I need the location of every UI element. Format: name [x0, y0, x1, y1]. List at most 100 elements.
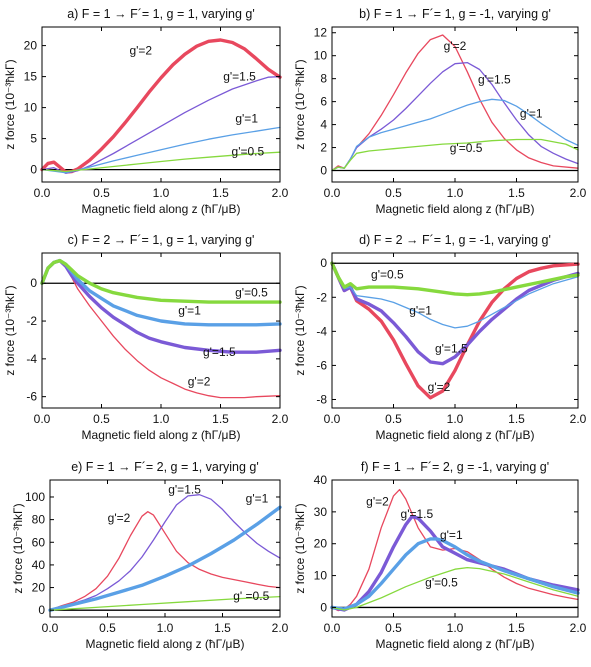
y-tick-label: 100	[25, 490, 45, 504]
chart-panel-5: 0.0 0.5 1.0 1.5 2.0 0 20 40 60 80 100 e) F = 1 → F´…	[11, 460, 289, 651]
y-tick-label: 30	[314, 505, 328, 519]
series-line-g0.5	[49, 595, 281, 611]
y-tick-label: -4	[26, 352, 37, 366]
y-tick-label: 20	[24, 39, 38, 53]
curve-label: g'=1.5	[203, 345, 236, 359]
y-tick-label: -2	[26, 314, 37, 328]
y-tick-label: 15	[24, 70, 38, 84]
curve-label: g'=1.5	[435, 342, 468, 356]
y-axis-label: z force (10⁻³ħkΓ)	[3, 59, 17, 149]
panel-title: e) F = 1 → F´= 2, g = 1, varying g'	[71, 460, 259, 474]
curve-label: g'=1	[520, 107, 543, 121]
curve-label: g'=0.5	[235, 285, 268, 299]
y-tick-label: 80	[32, 513, 46, 527]
x-tick-label: 0.5	[385, 186, 402, 200]
y-axis-label: z force (10⁻³ħkΓ)	[293, 285, 307, 375]
x-tick-label: 1.5	[508, 621, 525, 635]
y-tick-label: 12	[314, 26, 328, 40]
y-axis-label: z force (10⁻³ħkΓ)	[293, 59, 307, 149]
y-tick-label: 60	[32, 535, 46, 549]
y-tick-label: -6	[316, 358, 327, 372]
y-tick-label: 0	[30, 163, 37, 177]
y-axis-label: z force (10⁻³ħkΓ)	[293, 503, 307, 593]
curve-label: g'=1	[178, 303, 201, 317]
curve-label: g' =0.5	[233, 589, 269, 603]
y-tick-label: 4	[320, 118, 327, 132]
curve-label: g'=2	[188, 374, 211, 388]
x-tick-label: 1.0	[153, 412, 170, 426]
x-tick-label: 1.5	[508, 412, 525, 426]
series-line-g0.5	[330, 261, 580, 297]
x-tick-label: 1.5	[508, 186, 525, 200]
x-tick-label: 1.5	[214, 621, 231, 635]
y-tick-label: 10	[314, 569, 328, 583]
y-tick-label: 0	[30, 276, 37, 290]
series-line-g0.5	[331, 566, 579, 611]
curve-label: g'=2	[428, 380, 451, 394]
x-tick-label: 0.0	[42, 621, 59, 635]
panel-title: d) F = 2 → F´= 1, g = -1, varying g'	[359, 233, 551, 247]
x-tick-label: 2.0	[570, 186, 587, 200]
curve-label: g'=2	[108, 511, 131, 525]
y-tick-label: 10	[314, 49, 328, 63]
series-line-g1	[330, 537, 580, 611]
y-tick-label: 0	[320, 600, 327, 614]
curve-label: g'=0.5	[232, 144, 265, 158]
y-tick-label: 5	[30, 132, 37, 146]
series-line-g2	[49, 511, 281, 611]
series-line-g0.5	[41, 151, 281, 173]
x-tick-label: 0.0	[324, 412, 341, 426]
x-axis-label: Magnetic field along z (ħΓ/μB)	[376, 637, 535, 651]
y-tick-label: 2	[320, 141, 327, 155]
x-tick-label: 2.0	[570, 621, 587, 635]
plot-frame	[331, 252, 579, 409]
x-axis-label: Magnetic field along z (ħΓ/μB)	[86, 637, 245, 651]
y-tick-label: 8	[320, 72, 327, 86]
x-axis-label: Magnetic field along z (ħΓ/μB)	[82, 202, 241, 216]
x-tick-label: 1.5	[212, 186, 229, 200]
chart-panel-6: 0.0 0.5 1.0 1.5 2.0 0 10 20 30 40 f) F = 1 → F´= 2…	[293, 460, 587, 651]
x-tick-label: 0.5	[93, 412, 110, 426]
y-tick-label: 20	[314, 537, 328, 551]
curve-label: g'=1.5	[168, 483, 201, 497]
y-axis-label: z force (10⁻³ħkΓ)	[3, 285, 17, 375]
curve-label: g'=2	[366, 494, 389, 508]
chart-panel-3: 0.0 0.5 1.0 1.5 2.0 -6 -4 -2 0 c) F = 2 → F´= 1, …	[3, 233, 289, 442]
x-tick-label: 2.0	[272, 412, 289, 426]
x-tick-label: 0.0	[34, 412, 51, 426]
x-tick-label: 2.0	[272, 186, 289, 200]
curve-label: g'=1	[440, 528, 463, 542]
y-tick-label: -2	[316, 290, 327, 304]
chart-panel-2: 0.0 0.5 1.0 1.5 2.0 0 2 4 6 8 10 12 b) F = 1 → F´= 1…	[293, 7, 587, 216]
curve-label: g'=2	[444, 39, 467, 53]
series-line-g1	[41, 126, 281, 174]
chart-panel-4: 0.0 0.5 1.0 1.5 2.0 -8 -6 -4 -2 0 d) F = 2 → F´= 1…	[293, 233, 587, 442]
x-tick-label: 0.5	[385, 412, 402, 426]
series-line-g0.5	[40, 258, 282, 304]
x-tick-label: 0.5	[93, 186, 110, 200]
series-line-g2	[331, 488, 579, 612]
y-tick-label: 10	[24, 101, 38, 115]
series-line-g1.5	[49, 494, 281, 611]
curve-label: g'=2	[129, 43, 152, 57]
x-tick-label: 1.0	[447, 621, 464, 635]
panel-title: a) F = 1 → F´= 1, g = 1, varying g'	[67, 7, 255, 21]
x-tick-label: 1.0	[153, 186, 170, 200]
chart-panel-1: 0.0 0.5 1.0 1.5 2.0 0 5 10 15 20 a) F = 1 → F´= 1,…	[3, 7, 289, 216]
curve-label: g'=1	[409, 303, 432, 317]
panel-title: b) F = 1 → F´= 1, g = -1, varying g'	[359, 7, 551, 21]
series-line-g1	[48, 505, 282, 612]
curve-label: g'=0.5	[425, 576, 458, 590]
y-tick-label: 20	[32, 581, 46, 595]
y-tick-label: 0	[320, 164, 327, 178]
y-tick-label: 6	[320, 95, 327, 109]
x-tick-label: 0.5	[385, 621, 402, 635]
x-tick-label: 0.0	[34, 186, 51, 200]
x-tick-label: 1.0	[447, 186, 464, 200]
curve-label: g'=1	[246, 492, 269, 506]
y-tick-label: 40	[314, 473, 328, 487]
x-tick-label: 0.0	[324, 621, 341, 635]
x-tick-label: 1.0	[157, 621, 174, 635]
curve-label: g'=1.5	[223, 69, 256, 83]
